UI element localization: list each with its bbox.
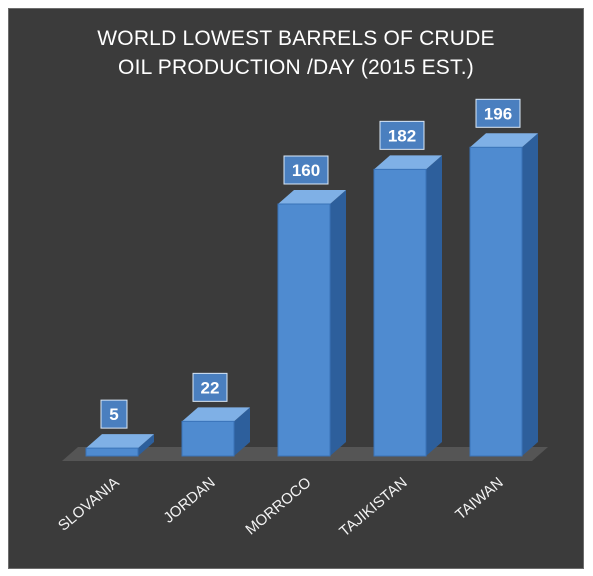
bar-slovania <box>85 447 139 457</box>
bar-top-tajikistan <box>374 155 442 170</box>
data-label-box-morroco <box>283 155 329 185</box>
chart-title-line-2: OIL PRODUCTION /DAY (2015 EST.) <box>118 56 474 79</box>
data-label-slovania: 5 <box>109 405 118 424</box>
bar-jordan <box>181 420 235 457</box>
bar-side-tajikistan <box>426 155 442 456</box>
bar-side-jordan <box>234 407 250 456</box>
data-label-box-taiwan <box>475 98 521 128</box>
bar-tajikistan <box>373 168 427 457</box>
bar-top-jordan <box>182 407 250 422</box>
chart-title-line-1: WORLD LOWEST BARRELS OF CRUDE <box>97 27 495 50</box>
bar-top-taiwan <box>470 133 538 148</box>
category-label-morroco: MORROCO <box>242 474 314 538</box>
bar-taiwan <box>469 146 523 457</box>
data-label-box-jordan <box>192 372 228 402</box>
category-label-tajikistan: TAJIKISTAN <box>336 474 410 540</box>
bar-top-slovania <box>86 434 154 449</box>
data-label-jordan: 22 <box>201 378 220 397</box>
bar-side-slovania <box>138 434 154 456</box>
bar-morroco <box>277 203 331 457</box>
chart-area: WORLD LOWEST BARRELS OF CRUDE OIL PRODUC… <box>8 8 584 569</box>
data-label-box-slovania <box>100 399 128 429</box>
data-label-morroco: 160 <box>292 161 320 180</box>
data-label-tajikistan: 182 <box>388 126 416 145</box>
category-label-taiwan: TAIWAN <box>452 474 506 523</box>
bar-side-morroco <box>330 190 346 456</box>
data-label-taiwan: 196 <box>484 104 512 123</box>
data-label-box-tajikistan <box>379 120 425 150</box>
category-label-slovania: SLOVANIA <box>55 474 123 535</box>
bar-side-taiwan <box>522 133 538 457</box>
category-label-jordan: JORDAN <box>160 474 218 527</box>
bar-top-morroco <box>278 190 346 204</box>
bar-chart-svg: 5 SLOVANIA 22 JORDAN 160 MORROCO 182 TAJIKISTAN… <box>55 98 548 540</box>
